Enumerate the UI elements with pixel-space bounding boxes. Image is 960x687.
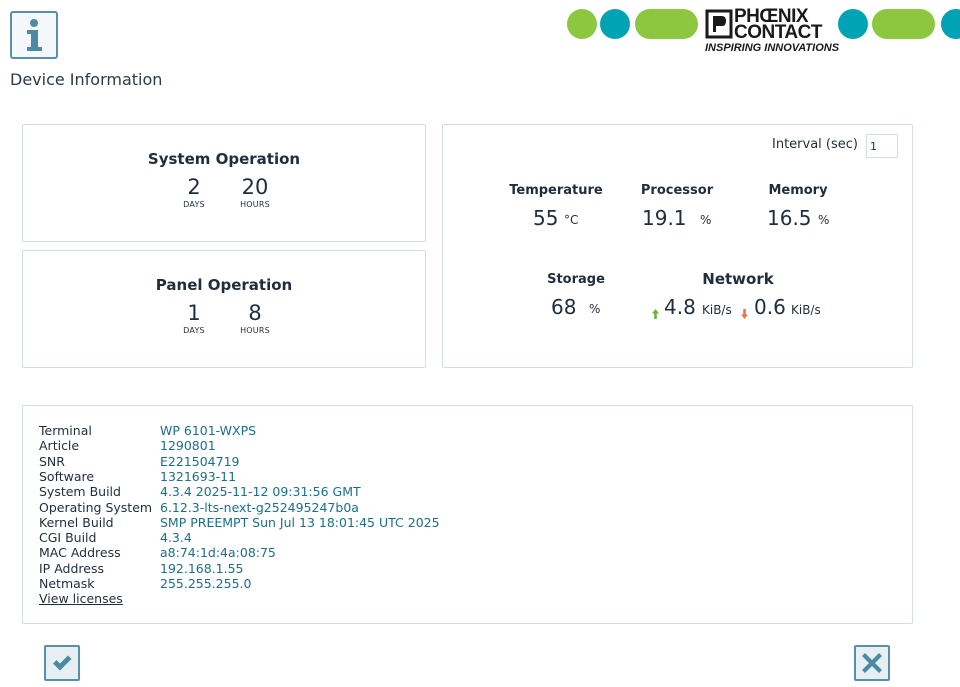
- network-label: Network: [702, 270, 774, 288]
- close-icon: [861, 652, 883, 678]
- view-licenses-link[interactable]: View licenses: [39, 591, 123, 606]
- brand-tagline: INSPIRING INNOVATIONS: [705, 42, 840, 54]
- interval-input[interactable]: [866, 134, 898, 158]
- brand-name-line1: PHŒNIX: [734, 6, 809, 27]
- system-operation-title: System Operation: [147, 150, 301, 168]
- system-operation-card: System Operation 2 DAYS 20 HOURS: [22, 124, 426, 242]
- system-days-label: DAYS: [183, 200, 205, 209]
- network-up-unit: KiB/s: [702, 303, 732, 317]
- device-details-card: Terminal WP 6101-WXPS Article 1290801 SN…: [22, 405, 913, 624]
- confirm-button[interactable]: [44, 645, 80, 681]
- detail-key: IP Address: [39, 560, 104, 576]
- system-hours-label: HOURS: [240, 200, 270, 209]
- detail-key: Terminal: [39, 423, 92, 438]
- memory-label: Memory: [768, 183, 828, 198]
- detail-value: SMP PREEMPT Sun Jul 13 18:01:45 UTC 2025: [160, 514, 440, 530]
- network-down-unit: KiB/s: [791, 303, 821, 317]
- panel-days-label: DAYS: [183, 326, 205, 335]
- system-hours-value: 20: [241, 175, 269, 199]
- temperature-value: 55: [533, 206, 559, 230]
- memory-value: 16.5: [767, 206, 812, 230]
- memory-unit: %: [818, 213, 830, 227]
- network-down-value: 0.6: [754, 295, 786, 319]
- processor-label: Processor: [640, 183, 714, 198]
- panel-operation-card: Panel Operation 1 DAYS 8 HOURS: [22, 250, 426, 368]
- detail-key: MAC Address: [39, 545, 121, 561]
- system-days-value: 2: [187, 175, 201, 199]
- detail-key: SNR: [39, 453, 65, 469]
- detail-key: Operating System: [39, 499, 153, 515]
- check-icon: [50, 651, 74, 679]
- detail-key: System Build: [39, 484, 121, 500]
- page-title: Device Information: [10, 70, 163, 89]
- detail-value: E221504719: [160, 453, 240, 469]
- processor-unit: %: [700, 213, 712, 227]
- panel-hours-value: 8: [248, 301, 262, 325]
- detail-key: Netmask: [39, 576, 95, 591]
- detail-value: 255.255.255.0: [160, 576, 252, 591]
- brand-logo: PHŒNIX CONTACT INSPIRING INNOVATIONS: [566, 6, 960, 58]
- processor-value: 19.1: [642, 206, 687, 230]
- panel-hours-label: HOURS: [240, 326, 270, 335]
- storage-unit: %: [589, 302, 601, 316]
- detail-key: Article: [39, 438, 80, 454]
- brand-name-line2: CONTACT: [734, 22, 822, 43]
- temperature-label: Temperature: [509, 183, 603, 198]
- metrics-card: Interval (sec) Temperature 55 °C Process…: [442, 124, 913, 368]
- close-button[interactable]: [854, 645, 890, 681]
- info-icon: [10, 11, 58, 59]
- detail-value: 1290801: [160, 438, 216, 454]
- detail-key: CGI Build: [39, 530, 97, 546]
- interval-label: Interval (sec): [772, 137, 858, 152]
- detail-key: Software: [39, 468, 95, 484]
- arrow-down-icon: [740, 305, 749, 324]
- detail-value: 4.3.4 2025-11-12 09:31:56 GMT: [160, 484, 361, 500]
- storage-value: 68: [551, 295, 577, 319]
- network-up-value: 4.8: [664, 295, 696, 319]
- detail-value: 4.3.4: [160, 530, 192, 546]
- panel-operation-title: Panel Operation: [155, 276, 293, 294]
- panel-days-value: 1: [187, 301, 201, 325]
- temperature-unit: °C: [564, 213, 579, 227]
- storage-label: Storage: [547, 272, 605, 287]
- detail-value: WP 6101-WXPS: [160, 423, 257, 438]
- arrow-up-icon: [651, 305, 660, 324]
- detail-key: Kernel Build: [39, 514, 114, 530]
- detail-value: 192.168.1.55: [160, 560, 244, 576]
- detail-value: 6.12.3-lts-next-g252495247b0a: [160, 499, 359, 515]
- detail-value: a8:74:1d:4a:08:75: [160, 545, 276, 561]
- detail-value: 1321693-11: [160, 468, 237, 484]
